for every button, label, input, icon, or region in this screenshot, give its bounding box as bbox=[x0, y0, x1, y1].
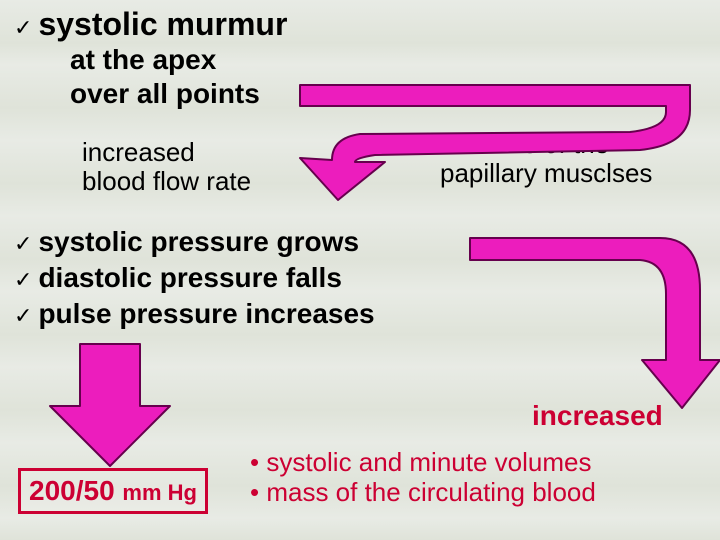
check-icon: ✓ bbox=[14, 231, 32, 257]
check-icon: ✓ bbox=[14, 15, 32, 41]
bullet-3: ✓ diastolic pressure falls bbox=[14, 262, 342, 294]
mid-left-l2: blood flow rate bbox=[82, 166, 251, 196]
bp-value: 200/50 bbox=[29, 475, 115, 506]
bullet-2: ✓ systolic pressure grows bbox=[14, 226, 359, 258]
check-icon: ✓ bbox=[14, 303, 32, 329]
check-icon: ✓ bbox=[14, 267, 32, 293]
mid-left: increased blood flow rate bbox=[82, 138, 251, 195]
bullet-2-text: systolic pressure grows bbox=[38, 226, 359, 258]
mid-right-l1: low tone of the bbox=[440, 129, 609, 159]
bullet-4: ✓ pulse pressure increases bbox=[14, 298, 375, 330]
bullet-1-sub2: over all points bbox=[70, 78, 260, 110]
increased-details: • systolic and minute volumes • mass of … bbox=[250, 448, 596, 508]
bp-box: 200/50 mm Hg bbox=[18, 468, 208, 514]
bullet-4-text: pulse pressure increases bbox=[38, 298, 374, 330]
arrow-curve-right-down-icon bbox=[470, 238, 720, 408]
increased-label: increased bbox=[532, 400, 663, 432]
bullet-1-sub1: at the apex bbox=[70, 44, 216, 76]
bullet-3-text: diastolic pressure falls bbox=[38, 262, 341, 294]
arrow-down-big-icon bbox=[50, 344, 170, 466]
incr-bullet-1: • systolic and minute volumes bbox=[250, 447, 591, 477]
mid-right: low tone of the papillary musclses bbox=[440, 130, 652, 187]
mid-right-l2: papillary musclses bbox=[440, 158, 652, 188]
incr-bullet-2: • mass of the circulating blood bbox=[250, 477, 596, 507]
mid-left-l1: increased bbox=[82, 137, 195, 167]
bullet-1-text: systolic murmur bbox=[38, 6, 287, 43]
bullet-1: ✓ systolic murmur bbox=[14, 6, 287, 43]
bp-unit: mm Hg bbox=[122, 480, 197, 505]
